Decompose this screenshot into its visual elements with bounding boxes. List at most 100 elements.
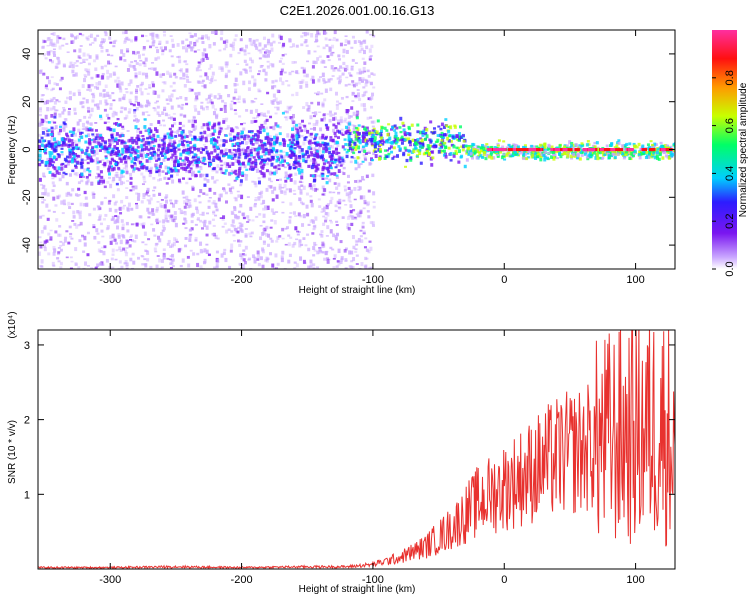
- spectrogram-noise-cell: [41, 192, 45, 196]
- spectrogram-noise-cell: [104, 99, 108, 104]
- spectrogram-noise-cell: [288, 71, 292, 76]
- spectrogram-noise-cell: [108, 94, 112, 99]
- spectrogram-band-cell: [222, 120, 226, 124]
- spectrogram-noise-cell: [135, 88, 139, 92]
- spectrogram-noise-cell: [95, 148, 99, 153]
- spectrogram-noise-cell: [87, 84, 91, 89]
- spectrogram-noise-cell: [112, 71, 116, 76]
- spectrogram-noise-cell: [226, 127, 230, 130]
- spectrogram-noise-cell: [279, 178, 283, 181]
- spectrogram-band-cell: [187, 163, 191, 167]
- spectrogram-noise-cell: [112, 237, 116, 240]
- spectrogram-band-cell: [334, 158, 338, 162]
- spectrogram-band-cell: [344, 143, 348, 146]
- spectrogram-band-cell: [632, 142, 636, 146]
- spectrogram-band-cell: [289, 173, 293, 177]
- spectrogram-noise-cell: [336, 100, 340, 103]
- spectrogram-band-cell: [237, 145, 241, 148]
- spectrogram-noise-cell: [294, 127, 298, 131]
- spectrogram-noise-cell: [241, 264, 245, 266]
- spectrogram-noise-cell: [293, 193, 297, 195]
- spectrogram-noise-cell: [355, 213, 359, 216]
- spectrogram-noise-cell: [271, 190, 275, 194]
- spectrogram-noise-cell: [279, 35, 283, 41]
- spectrogram-peak-cell: [603, 148, 609, 152]
- spectrogram-band-cell: [258, 130, 262, 134]
- spectrogram-noise-cell: [118, 176, 122, 181]
- colorbar-label: Normalized spectral amplitude: [738, 82, 749, 217]
- spectrogram-noise-cell: [112, 99, 116, 102]
- spectrogram-noise-cell: [139, 83, 143, 87]
- spectrogram-band-cell: [422, 129, 426, 134]
- spectrogram-noise-cell: [55, 66, 59, 69]
- spectrogram-band-cell: [319, 143, 323, 148]
- spectrogram-noise-cell: [122, 235, 126, 239]
- spectrogram-noise-cell: [223, 102, 227, 107]
- spectrogram-noise-cell: [355, 243, 359, 246]
- spectrogram-noise-cell: [122, 247, 126, 251]
- spectrogram-noise-cell: [348, 120, 352, 123]
- spectrogram-band-cell: [532, 145, 536, 149]
- spectrogram-band-cell: [146, 137, 150, 140]
- spectrogram-noise-cell: [310, 33, 314, 38]
- spectrogram-noise-cell: [321, 103, 325, 107]
- spectrogram-band-cell: [222, 154, 226, 157]
- spectrogram-noise-cell: [63, 203, 67, 206]
- spectrogram-noise-cell: [271, 263, 275, 268]
- spectrogram-noise-cell: [182, 196, 186, 199]
- spectrogram-noise-cell: [253, 256, 257, 260]
- spectrogram-band-cell: [357, 150, 361, 154]
- spectrogram-noise-cell: [87, 68, 91, 73]
- spectrogram-band-cell: [307, 145, 311, 150]
- spectrogram-band-cell: [163, 135, 167, 140]
- spectrogram-band-cell: [285, 151, 289, 156]
- spectrogram-noise-cell: [133, 119, 137, 122]
- spectrogram-noise-cell: [284, 53, 288, 56]
- spectrogram-band-cell: [425, 149, 429, 154]
- spectrogram-band-cell: [172, 145, 176, 150]
- spectrogram-noise-cell: [75, 64, 79, 67]
- spectrogram-noise-cell: [207, 94, 211, 99]
- spectrogram-noise-cell: [359, 45, 363, 48]
- spectrogram-noise-cell: [352, 157, 356, 160]
- spectrogram-noise-cell: [46, 157, 50, 163]
- spectrogram-band-cell: [402, 128, 406, 132]
- spectrogram-band-cell: [594, 156, 598, 160]
- spectrogram-noise-cell: [205, 249, 209, 255]
- spectrogram-noise-cell: [234, 77, 238, 82]
- spectrogram-band-cell: [253, 147, 257, 152]
- spectrogram-noise-cell: [106, 159, 110, 164]
- spectrogram-noise-cell: [108, 207, 112, 212]
- spectrogram-noise-cell: [337, 191, 341, 194]
- spectrogram-noise-cell: [187, 206, 191, 209]
- spectrogram-band-cell: [176, 159, 180, 163]
- spectrogram-noise-cell: [320, 233, 324, 238]
- spectrogram-noise-cell: [134, 234, 138, 239]
- spectrogram-noise-cell: [95, 176, 99, 179]
- spectrogram-noise-cell: [125, 169, 129, 174]
- spectrogram-band-cell: [331, 138, 335, 143]
- spectrogram-band-cell: [182, 143, 186, 147]
- spectrogram-band-cell: [326, 175, 330, 178]
- spectrogram-band-cell: [623, 149, 627, 153]
- spectrogram-noise-cell: [303, 31, 307, 37]
- spectrogram-band-cell: [179, 157, 183, 160]
- spectrogram-band-cell: [263, 161, 267, 164]
- spectrogram-band-cell: [575, 155, 579, 160]
- spectrogram-band-cell: [191, 123, 195, 128]
- spectrogram-band-cell: [237, 148, 241, 152]
- spectrogram-band-cell: [142, 137, 146, 141]
- spectrogram-noise-cell: [191, 187, 195, 191]
- spectrogram-noise-cell: [50, 60, 54, 64]
- spectrogram-peak-cell: [486, 148, 492, 152]
- spectrogram-band-cell: [450, 143, 454, 147]
- spectrogram-noise-cell: [341, 73, 345, 76]
- spectrogram-noise-cell: [288, 188, 292, 193]
- spectrogram-band-cell: [352, 151, 356, 155]
- spectrogram-band-cell: [202, 123, 206, 127]
- spectrogram-band-cell: [54, 144, 58, 149]
- spectrogram-band-cell: [90, 138, 94, 142]
- spectrogram-noise-cell: [148, 142, 152, 147]
- spectrogram-band-cell: [112, 167, 116, 171]
- spectrogram-noise-cell: [44, 114, 48, 120]
